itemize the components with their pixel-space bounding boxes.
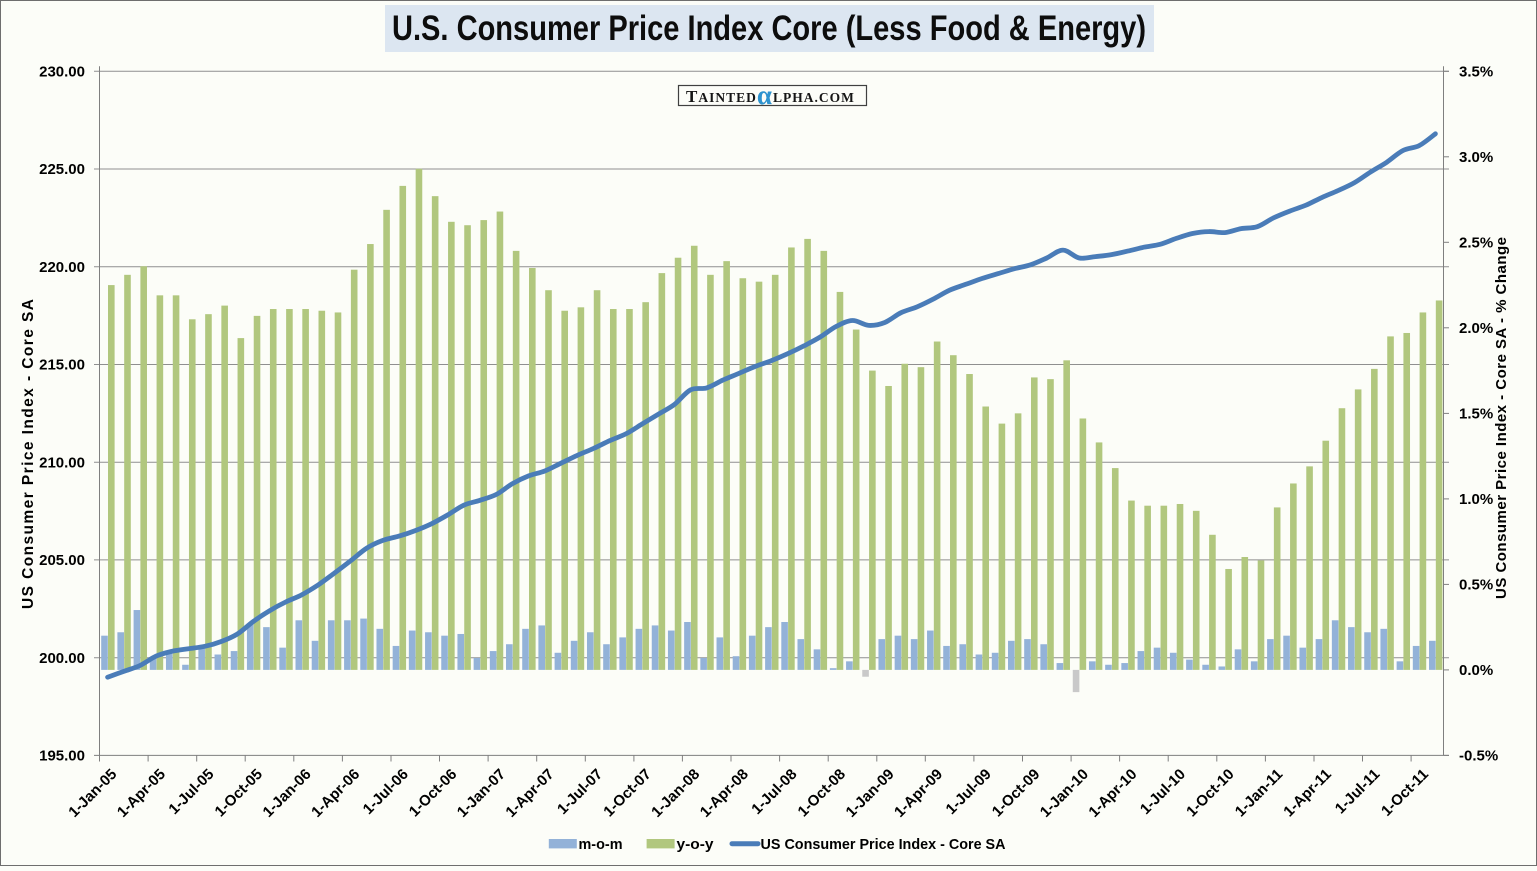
svg-text:230.00: 230.00 [39,64,85,81]
svg-text:220.00: 220.00 [39,259,85,276]
svg-text:3.0%: 3.0% [1459,149,1493,166]
svg-text:205.00: 205.00 [39,552,85,569]
svg-text:3.5%: 3.5% [1459,64,1493,81]
svg-text:2.5%: 2.5% [1459,235,1493,252]
svg-text:1.5%: 1.5% [1459,406,1493,423]
svg-text:m-o-m: m-o-m [579,836,623,853]
svg-text:215.00: 215.00 [39,357,85,374]
svg-text:195.00: 195.00 [39,748,85,765]
svg-text:US Consumer Price Index - Core: US Consumer Price Index - Core SA - % Ch… [1493,237,1510,599]
svg-text:U.S. Consumer Price Index Core: U.S. Consumer Price Index Core (Less Foo… [392,9,1146,48]
svg-text:0.5%: 0.5% [1459,577,1493,594]
svg-text:225.00: 225.00 [39,161,85,178]
svg-text:-0.5%: -0.5% [1459,748,1498,765]
svg-text:US Consumer Price Index - Core: US Consumer Price Index - Core SA [761,836,1006,853]
svg-text:210.00: 210.00 [39,454,85,471]
svg-text:0.0%: 0.0% [1459,662,1493,679]
svg-text:2.0%: 2.0% [1459,320,1493,337]
svg-text:1.0%: 1.0% [1459,491,1493,508]
svg-text:200.00: 200.00 [39,650,85,667]
svg-text:US Consumer Price Index - Core: US Consumer Price Index - Core SA [20,299,37,609]
svg-text:y-o-y: y-o-y [677,836,715,853]
